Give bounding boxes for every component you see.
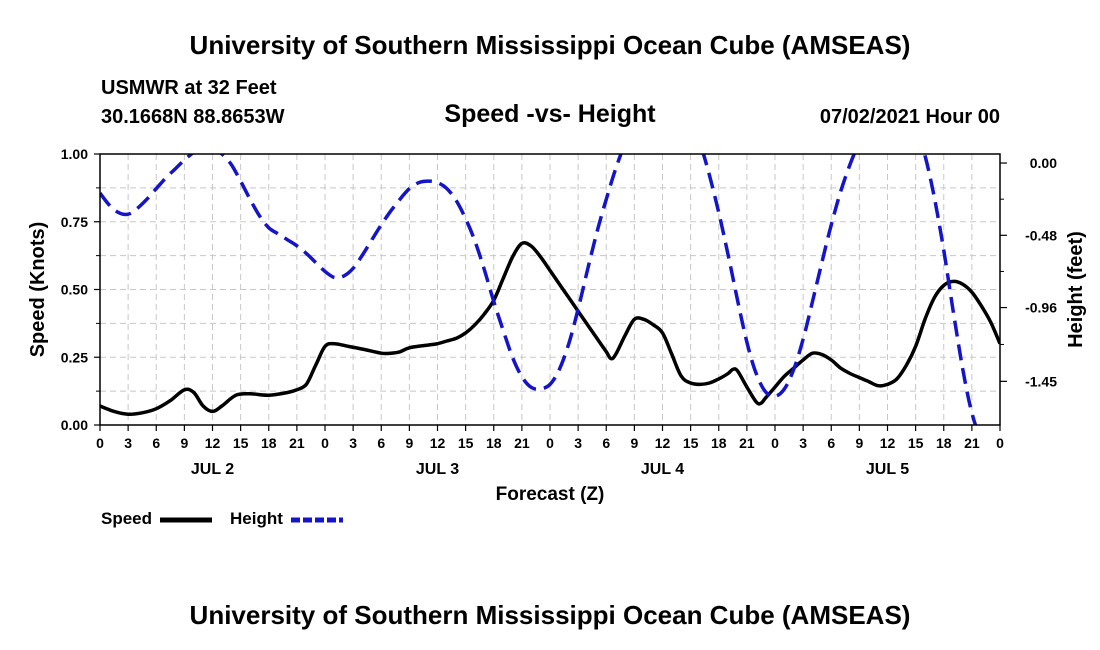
x-tick-label: 9 [855,435,863,451]
x-tick-label: 21 [739,435,755,451]
y-left-tick-label: 0.75 [61,214,88,230]
x-tick-label: 12 [655,435,671,451]
day-label: JUL 4 [641,461,684,478]
day-label: JUL 2 [191,461,234,478]
x-tick-label: 9 [630,435,638,451]
x-tick-label: 18 [486,435,502,451]
series-line-height [100,154,978,425]
y-right-tick-label: -0.48 [1025,227,1057,243]
datetime-label: 07/02/2021 Hour 00 [819,106,1000,128]
x-tick-label: 3 [349,435,357,451]
legend-label-height: Height [230,509,283,528]
y-left-tick-label: 0.25 [61,349,88,365]
x-tick-label: 21 [514,435,530,451]
y-left-tick-label: 0.50 [61,282,88,298]
y-left-tick-label: 0.00 [61,417,88,433]
day-label: JUL 5 [866,461,909,478]
chart-title: Speed -vs- Height [444,100,656,128]
bottom-title: University of Southern Mississippi Ocean… [189,600,911,630]
location-label: 30.1668N 88.8653W [101,106,285,128]
station-label: USMWR at 32 Feet [101,77,277,99]
x-tick-label: 6 [377,435,385,451]
y-left-axis-title: Speed (Knots) [27,222,49,358]
x-tick-label: 0 [546,435,554,451]
y-right-tick-label: -1.45 [1025,373,1057,389]
x-tick-label: 12 [880,435,896,451]
x-tick-label: 0 [96,435,104,451]
day-label: JUL 3 [416,461,459,478]
x-tick-label: 3 [799,435,807,451]
series-layer [100,154,1000,425]
top-title: University of Southern Mississippi Ocean… [189,30,911,60]
x-axis-title: Forecast (Z) [496,484,605,505]
legend-label-speed: Speed [101,509,152,528]
x-tick-label: 12 [205,435,221,451]
legend: Speed Height [101,509,343,528]
y-right-axis-title: Height (feet) [1065,231,1087,348]
axes-layer: 0 3 6 9 12 15 18 21 0 3 6 9 12 15 18 21 0 3 6 9 12 15 18 21 0 3 6 9… [27,146,1087,505]
x-tick-label: 21 [289,435,305,451]
y-right-tick-label: 0.00 [1030,155,1057,171]
x-tick-label: 0 [771,435,779,451]
y-left-tick-label: 1.00 [61,146,88,162]
x-tick-label: 9 [180,435,188,451]
x-tick-label: 15 [908,435,924,451]
x-tick-label: 0 [321,435,329,451]
x-tick-label: 6 [827,435,835,451]
x-tick-label: 15 [233,435,249,451]
gridlines [100,154,1000,425]
x-tick-label: 15 [458,435,474,451]
x-tick-label: 21 [964,435,980,451]
x-tick-label: 0 [996,435,1004,451]
x-tick-label: 12 [430,435,446,451]
x-tick-label: 3 [574,435,582,451]
x-tick-label: 3 [124,435,132,451]
series-line-speed [100,241,1000,416]
x-tick-label: 6 [602,435,610,451]
y-right-tick-label: -0.96 [1025,300,1057,316]
x-tick-label: 15 [683,435,699,451]
x-tick-label: 18 [711,435,727,451]
x-tick-label: 18 [936,435,952,451]
x-tick-label: 18 [261,435,277,451]
x-tick-label: 6 [152,435,160,451]
x-tick-label: 9 [405,435,413,451]
